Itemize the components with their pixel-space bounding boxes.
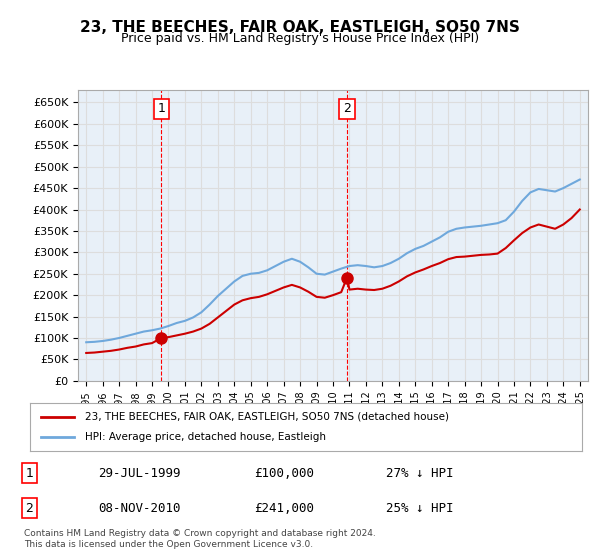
Text: HPI: Average price, detached house, Eastleigh: HPI: Average price, detached house, East… bbox=[85, 432, 326, 442]
Text: 2: 2 bbox=[343, 102, 351, 115]
Text: 1: 1 bbox=[157, 102, 166, 115]
Text: £100,000: £100,000 bbox=[254, 466, 314, 480]
Text: £241,000: £241,000 bbox=[254, 502, 314, 515]
Text: 08-NOV-2010: 08-NOV-2010 bbox=[98, 502, 181, 515]
Text: 29-JUL-1999: 29-JUL-1999 bbox=[98, 466, 181, 480]
Text: 25% ↓ HPI: 25% ↓ HPI bbox=[386, 502, 454, 515]
Text: Price paid vs. HM Land Registry's House Price Index (HPI): Price paid vs. HM Land Registry's House … bbox=[121, 32, 479, 45]
Text: 27% ↓ HPI: 27% ↓ HPI bbox=[386, 466, 454, 480]
Text: 1: 1 bbox=[25, 466, 33, 480]
Text: 2: 2 bbox=[25, 502, 33, 515]
Text: 23, THE BEECHES, FAIR OAK, EASTLEIGH, SO50 7NS: 23, THE BEECHES, FAIR OAK, EASTLEIGH, SO… bbox=[80, 20, 520, 35]
Text: Contains HM Land Registry data © Crown copyright and database right 2024.
This d: Contains HM Land Registry data © Crown c… bbox=[24, 529, 376, 549]
Text: 23, THE BEECHES, FAIR OAK, EASTLEIGH, SO50 7NS (detached house): 23, THE BEECHES, FAIR OAK, EASTLEIGH, SO… bbox=[85, 412, 449, 422]
